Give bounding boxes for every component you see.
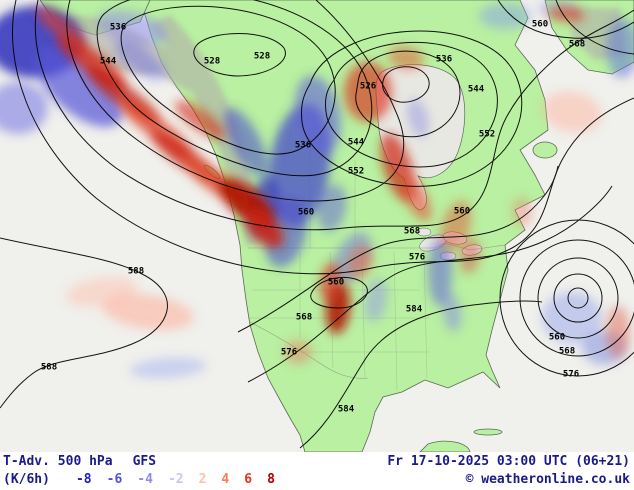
- legend-value: -4: [137, 472, 153, 487]
- caption-row-1: T-Adv. 500 hPa GFS Fr 17-10-2025 03:00 U…: [3, 454, 630, 469]
- legend-value: -8: [75, 472, 92, 487]
- height-contours: [0, 0, 634, 449]
- legend-value: -6: [106, 472, 123, 487]
- legend-value: 8: [267, 472, 275, 487]
- map-graphics: [0, 0, 634, 452]
- map-canvas: 536 544 528 528 526 536 544 552 560 568 536 544 552 5…: [0, 0, 634, 452]
- legend-value: 2: [198, 472, 207, 487]
- copyright: © weatheronline.co.uk: [465, 472, 630, 487]
- caption-bar: T-Adv. 500 hPa GFS Fr 17-10-2025 03:00 U…: [0, 452, 634, 490]
- legend-value: 4: [221, 472, 230, 487]
- caption-row-2: (K/6h) -8 -6 -4 -2 2 4 6 8 © weatheronline.co.u…: [3, 472, 630, 487]
- model-name: GFS: [132, 454, 157, 469]
- legend-value: -2: [167, 472, 184, 487]
- legend-unit: (K/6h): [3, 472, 50, 487]
- legend-scale: -8 -6 -4 -2 2 4 6 8: [76, 472, 275, 487]
- valid-datetime: Fr 17-10-2025 03:00 UTC (06+21): [387, 454, 630, 469]
- warm-advection-shading: [36, 5, 630, 364]
- product-title: T-Adv. 500 hPa: [3, 454, 113, 469]
- legend-value: 6: [244, 472, 253, 487]
